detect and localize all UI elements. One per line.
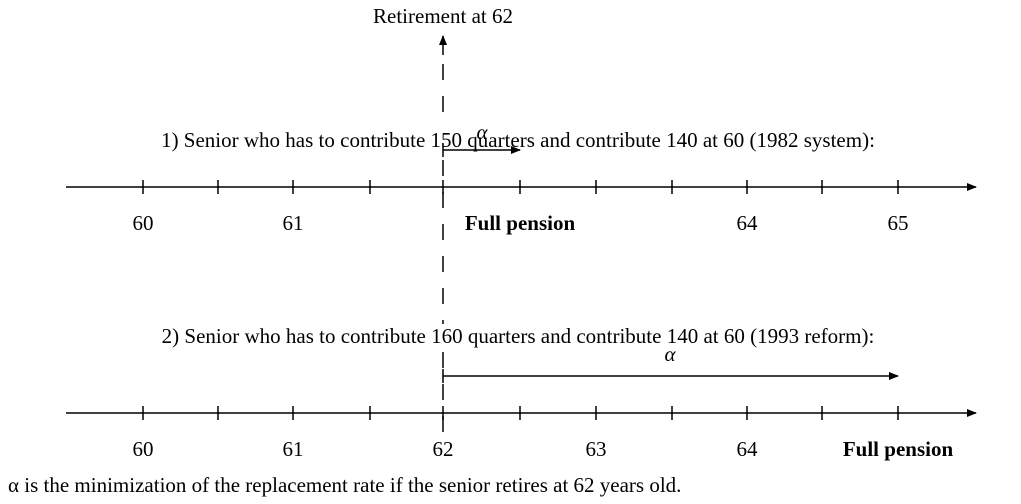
axis-label: 65 xyxy=(888,211,909,235)
axis-label: 61 xyxy=(283,437,304,461)
gap xyxy=(436,128,450,154)
title: Retirement at 62 xyxy=(373,4,513,28)
axis-label: 60 xyxy=(133,211,154,235)
axis-label: 64 xyxy=(737,211,759,235)
axis-label: 63 xyxy=(586,437,607,461)
scenario-text: 1) Senior who has to contribute 150 quar… xyxy=(161,128,875,152)
alpha: α xyxy=(664,342,676,366)
axis-label: 64 xyxy=(737,437,759,461)
gap xyxy=(436,324,450,350)
footnote: α is the minimization of the replacement… xyxy=(8,473,681,497)
axis-label: Full pension xyxy=(843,437,954,461)
axis-label: 60 xyxy=(133,437,154,461)
timeline xyxy=(66,406,977,420)
alpha: α xyxy=(476,120,488,144)
axis-label: 62 xyxy=(433,437,454,461)
timeline xyxy=(66,180,977,194)
axis-label: Full pension xyxy=(465,211,576,235)
scenario-text: 2) Senior who has to contribute 160 quar… xyxy=(162,324,875,348)
axis-label: 61 xyxy=(283,211,304,235)
